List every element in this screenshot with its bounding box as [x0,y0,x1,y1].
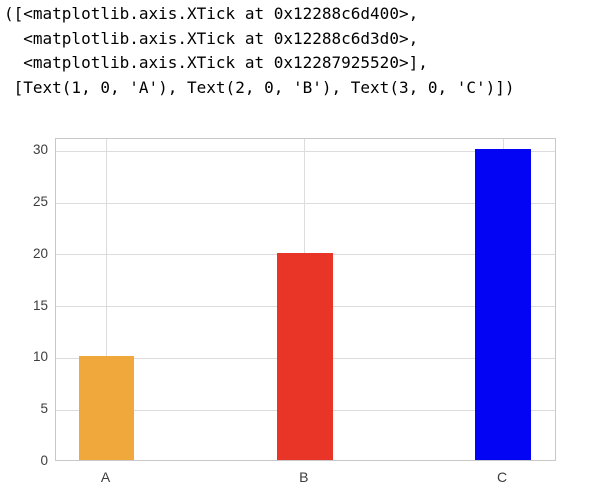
ytick-label-20: 20 [32,245,48,261]
bar-A [78,356,135,460]
xtick-label-A: A [100,469,111,485]
gridline-x-A [106,139,108,460]
ytick-label-25: 25 [32,194,48,210]
ytick-label-5: 5 [40,401,48,417]
repl-line-4: [Text(1, 0, 'A'), Text(2, 0, 'B'), Text(… [4,77,515,97]
repl-line-3: <matplotlib.axis.XTick at 0x12287925520>… [4,53,428,73]
ytick-label-10: 10 [32,349,48,365]
plot-area [55,138,556,461]
repl-line-2: <matplotlib.axis.XTick at 0x12288c6d3d0>… [4,28,419,48]
ytick-label-15: 15 [32,297,48,313]
bar-C [475,149,531,460]
repl-line-1: ([<matplotlib.axis.XTick at 0x12288c6d40… [4,4,419,23]
gridline-y-25 [56,202,555,204]
xtick-label-C: C [497,469,508,485]
repl-output-text: ([<matplotlib.axis.XTick at 0x12288c6d40… [4,2,515,100]
ytick-label-0: 0 [40,453,48,468]
xtick-label-B: B [299,469,309,485]
gridline-y-30 [56,150,555,152]
ytick-label-30: 30 [32,142,48,158]
bar-B [277,252,333,460]
